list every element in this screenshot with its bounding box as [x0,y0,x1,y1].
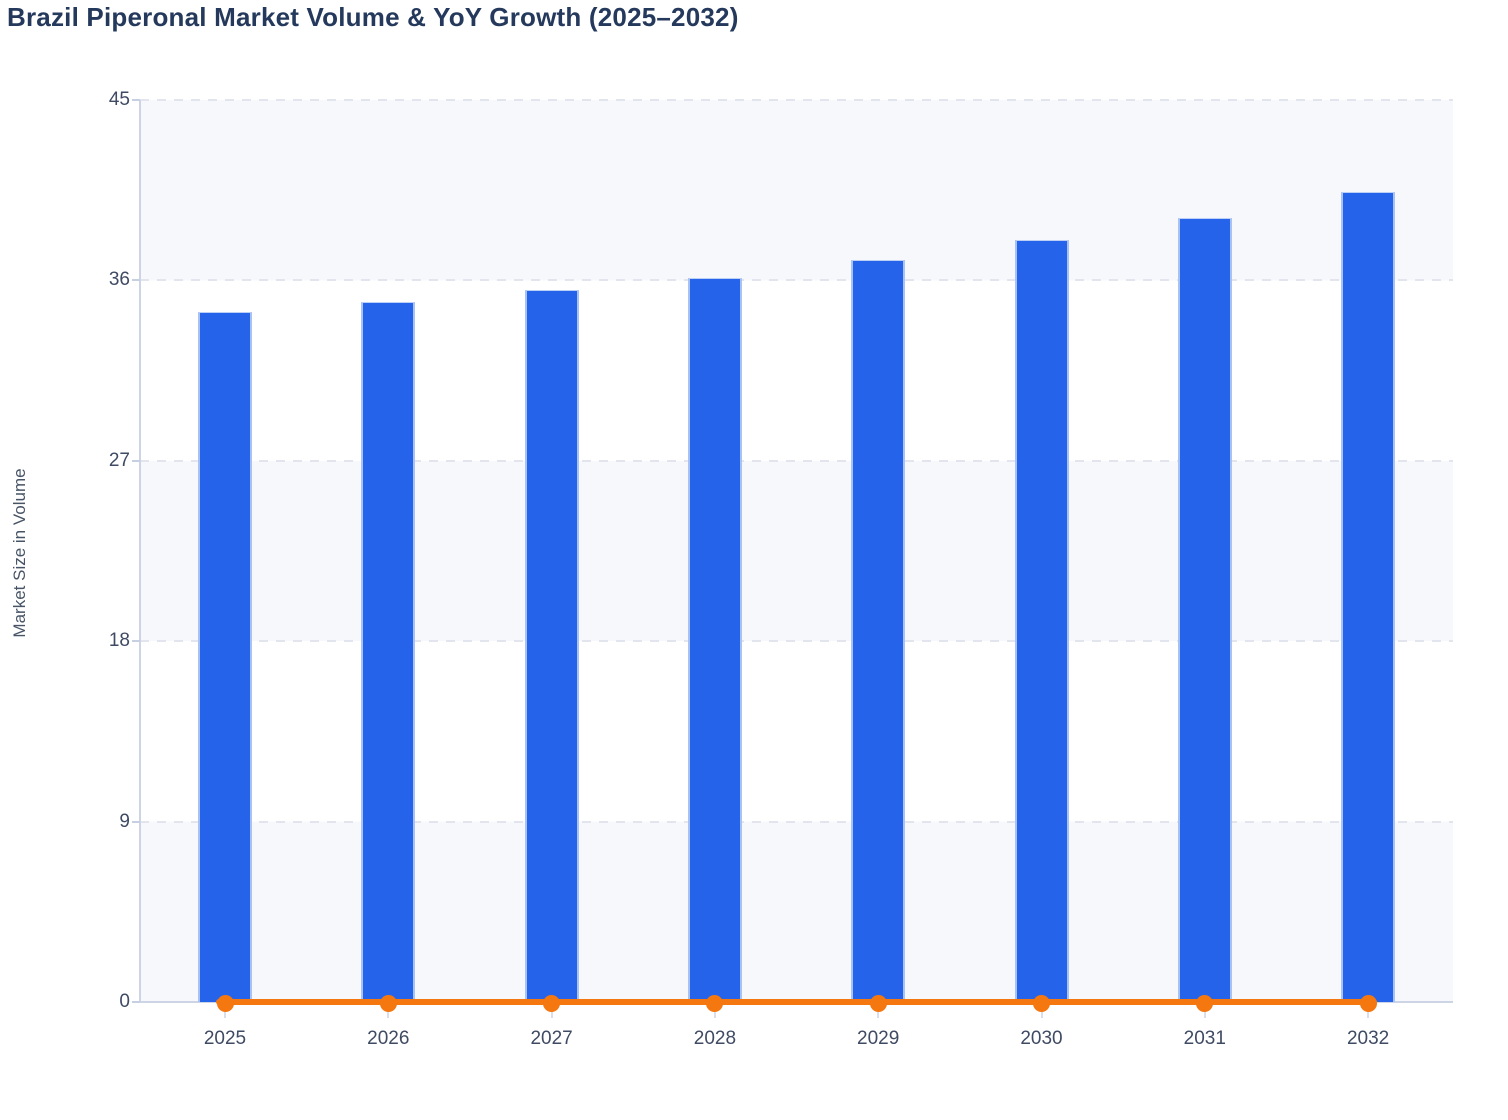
gridline-36 [140,279,1453,282]
x-tick-label-2030: 2030 [1020,1028,1063,1049]
bar-2031[interactable] [1177,218,1232,1002]
gridline-45 [140,99,1453,101]
y-tick-mark-9 [132,820,140,823]
x-tick-label-2031: 2031 [1183,1028,1226,1049]
x-tick-label-2027: 2027 [530,1028,573,1049]
y-axis-line [139,100,141,1003]
chart-title: Brazil Piperonal Market Volume & YoY Gro… [7,2,739,32]
y-tick-label-36: 36 [108,269,130,291]
y-tick-label-18: 18 [108,630,130,652]
y-tick-label-27: 27 [108,449,130,471]
yoy-marker-2029[interactable] [869,994,887,1012]
yoy-marker-2025[interactable] [216,994,234,1012]
x-tick-label-2032: 2032 [1346,1028,1390,1049]
bar-2028[interactable] [687,278,742,1002]
yoy-marker-2032[interactable] [1359,994,1377,1012]
y-tick-mark-45 [132,99,140,101]
y-tick-label-0: 0 [119,991,130,1012]
yoy-marker-2030[interactable] [1033,994,1050,1012]
bar-2029[interactable] [851,260,906,1002]
bar-2032[interactable] [1341,192,1396,1002]
bar-2025[interactable] [198,312,252,1002]
yoy-growth-line [216,999,1378,1005]
yoy-marker-2026[interactable] [379,994,397,1012]
x-tick-label-2026: 2026 [367,1028,410,1049]
x-tick-label-2029: 2029 [857,1028,900,1049]
y-tick-mark-18 [132,640,140,643]
bar-2026[interactable] [361,302,416,1002]
bar-2027[interactable] [524,290,579,1002]
gridline-9 [140,820,1453,823]
y-tick-label-9: 9 [119,810,130,832]
plot-area [140,99,1453,1012]
x-tick-label-2025: 2025 [203,1028,247,1049]
y-tick-mark-0 [132,1001,140,1003]
y-tick-label-45: 45 [108,89,130,110]
y-tick-mark-36 [132,279,140,282]
x-tick-label-2028: 2028 [693,1028,737,1049]
gridline-18 [140,640,1453,643]
bar-2030[interactable] [1014,240,1069,1002]
y-axis-title: Market Size in Volume [10,468,29,638]
yoy-marker-2027[interactable] [543,994,561,1012]
yoy-marker-2028[interactable] [706,994,724,1012]
gridline-27 [140,459,1453,462]
yoy-marker-2031[interactable] [1196,994,1214,1012]
y-tick-mark-27 [132,459,140,462]
